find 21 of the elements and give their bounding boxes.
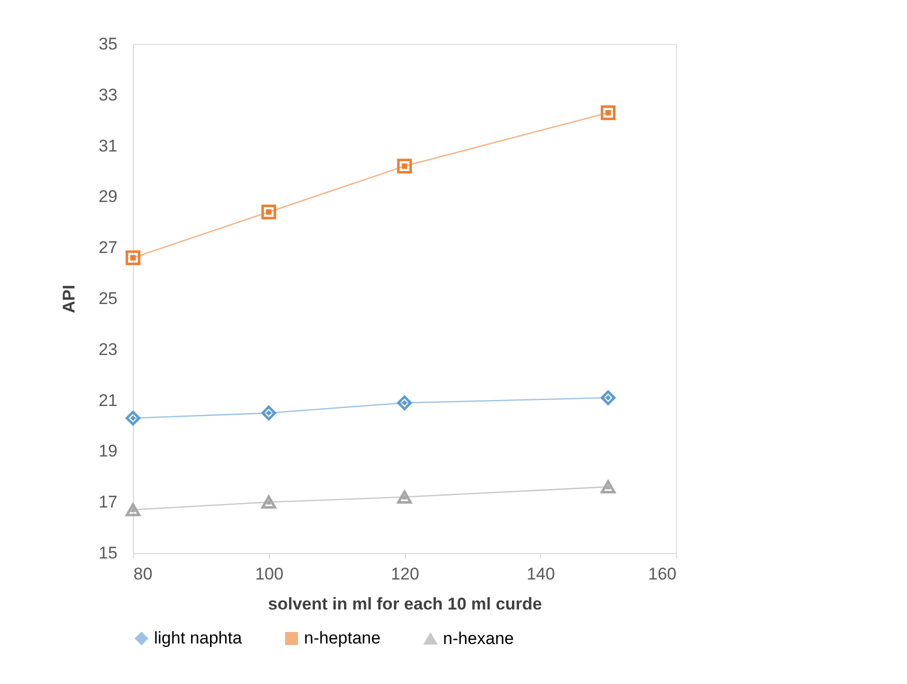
x-tick-label: 140	[526, 564, 555, 584]
x-axis-title: solvent in ml for each 10 ml curde	[268, 594, 542, 614]
y-axis-title: API	[60, 284, 79, 314]
y-tick-label: 25	[98, 289, 118, 308]
legend-label: n-heptane	[304, 628, 381, 648]
y-tick-label: 35	[98, 34, 118, 54]
y-tick-label: 23	[98, 340, 118, 359]
x-tick-label: 80	[134, 564, 152, 584]
y-tick-label: 29	[98, 187, 118, 206]
y-tick-label: 27	[98, 238, 118, 258]
y-tick-label: 33	[98, 85, 118, 104]
y-tick-label: 31	[98, 136, 118, 156]
y-tick-label: 15	[98, 544, 118, 562]
legend-label: n-hexane	[443, 628, 514, 648]
y-tick-label: 21	[98, 390, 118, 410]
y-tick-label: 19	[98, 442, 118, 461]
x-tick-label: 160	[648, 564, 676, 584]
x-tick-label: 100	[255, 564, 284, 584]
x-tick-label: 120	[390, 564, 420, 584]
legend-label: light naphta	[154, 628, 242, 648]
y-tick-label: 17	[98, 492, 118, 512]
